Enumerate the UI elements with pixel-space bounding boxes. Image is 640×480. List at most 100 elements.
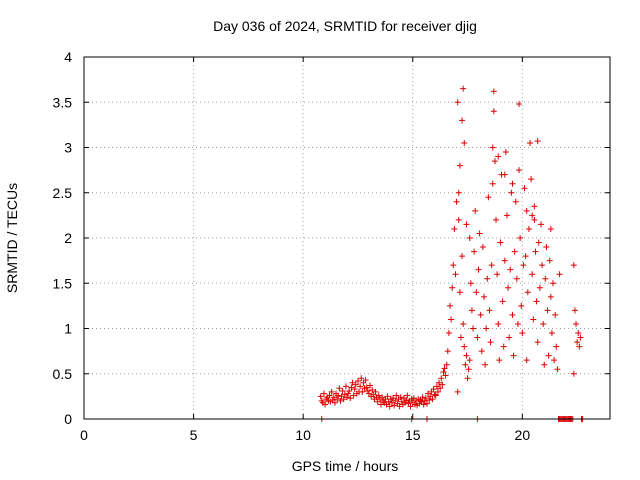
data-point [451,225,458,232]
data-point [461,139,468,146]
data-point [431,391,438,398]
data-point [547,225,554,232]
data-point [456,162,463,169]
data-point [487,339,494,346]
data-point [391,402,398,409]
data-point [444,348,451,355]
data-point [494,271,501,278]
data-point [501,171,508,178]
data-point [516,101,523,108]
data-point [514,320,521,327]
data-point [509,311,516,318]
data-point [434,388,441,395]
data-point [457,334,464,341]
data-point [340,396,347,403]
plot-frame [83,56,611,420]
y-tick-label: 0.5 [53,366,73,382]
data-point [476,230,483,237]
data-point [480,293,487,300]
data-point [513,275,520,282]
data-point [523,357,530,364]
data-point [528,176,535,183]
data-point [420,401,427,408]
x-tick-label: 15 [405,427,421,443]
data-point [503,212,510,219]
data-point [433,383,440,390]
data-point [460,85,467,92]
data-point [419,394,426,401]
data-point [337,397,344,404]
data-point [384,393,391,400]
data-point [534,339,541,346]
data-point [507,266,514,273]
tick-layer: 0 5 10 15 20 0 0.5 1 1.5 2 2.5 3 3.5 4 [53,49,610,443]
data-point [326,392,333,399]
data-point [455,216,462,223]
data-point [575,330,582,337]
data-point [542,275,549,282]
data-point [432,392,439,399]
data-point [463,352,470,359]
data-point [459,117,466,124]
data-point [518,302,525,309]
data-point [331,399,338,406]
data-point [466,357,473,364]
data-point [364,387,371,394]
data-point [474,334,481,341]
data-point [445,330,452,337]
data-point [529,212,536,219]
data-point [540,320,547,327]
data-point [363,384,370,391]
data-point [463,221,470,228]
data-point [554,366,561,373]
data-point [358,375,365,382]
data-point [556,271,563,278]
data-point [342,383,349,390]
data-point [547,293,554,300]
data-point [577,334,584,341]
data-point [393,392,400,399]
data-point [322,401,329,408]
data-point [574,339,581,346]
data-point [516,167,523,174]
data-point [475,266,482,273]
data-point [535,239,542,246]
data-point [471,248,478,255]
data-point [447,302,454,309]
data-point [505,284,512,291]
data-point [536,284,543,291]
data-point [467,280,474,287]
data-point [443,361,450,368]
data-point [439,381,446,388]
data-point [441,365,448,372]
data-point [455,189,462,196]
data-point [438,375,445,382]
data-point [375,392,382,399]
data-point [550,280,557,287]
data-point [495,153,502,160]
data-point [501,257,508,264]
data-point [403,396,410,403]
data-point [450,262,457,269]
data-point [334,396,341,403]
data-point [442,372,449,379]
data-point [369,387,376,394]
data-point [347,395,354,402]
y-tick-label: 1 [64,321,72,337]
data-point [490,108,497,115]
data-point [429,396,436,403]
data-point [372,388,379,395]
data-point [520,262,527,269]
data-point [407,403,414,410]
data-point [531,216,538,223]
data-point [570,370,577,377]
data-point [456,289,463,296]
data-point [570,262,577,269]
data-point [367,382,374,389]
data-points [317,85,586,422]
data-point [404,392,411,399]
data-point [328,388,335,395]
data-point [499,298,506,305]
data-point [531,203,538,210]
chart-title: Day 036 of 2024, SRMTID for receiver dji… [213,18,477,34]
